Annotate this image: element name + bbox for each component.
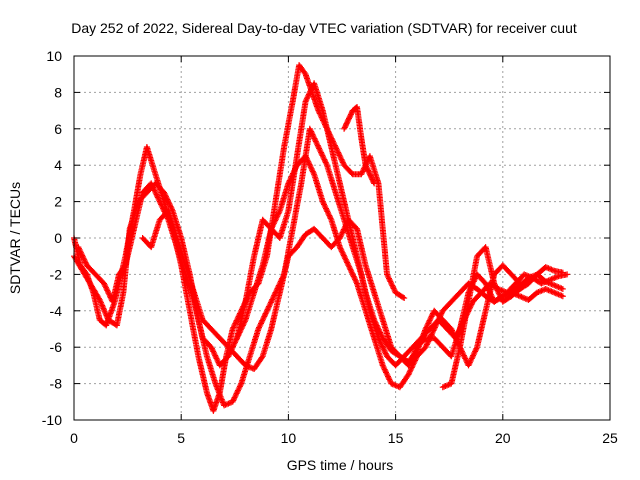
- chart-title: Day 252 of 2022, Sidereal Day-to-day VTE…: [71, 20, 577, 36]
- y-tick-label: -8: [50, 376, 63, 392]
- grid-layer: [74, 56, 610, 420]
- data-point: [564, 271, 571, 278]
- y-tick-label: 10: [46, 48, 62, 64]
- series-track-6: [439, 244, 566, 391]
- x-tick-label: 25: [602, 430, 618, 446]
- data-point: [559, 293, 566, 300]
- x-axis-label: GPS time / hours: [287, 457, 394, 473]
- y-tick-label: -6: [50, 339, 63, 355]
- data-point: [518, 293, 525, 300]
- y-tick-label: 2: [54, 194, 62, 210]
- data-point: [516, 280, 523, 287]
- series-track-7: [341, 104, 378, 187]
- data-point: [559, 269, 566, 276]
- y-axis-label: SDTVAR / TECUs: [7, 182, 23, 294]
- data-point: [515, 279, 522, 286]
- data-point: [121, 263, 128, 270]
- data-point: [548, 266, 555, 273]
- data-point: [401, 295, 408, 302]
- x-tick-label: 15: [388, 430, 404, 446]
- y-tick-label: -10: [42, 412, 62, 428]
- y-tick-label: -4: [50, 303, 63, 319]
- x-tick-label: 0: [70, 430, 78, 446]
- y-tick-label: 0: [54, 230, 62, 246]
- x-tick-label: 5: [177, 430, 185, 446]
- x-tick-label: 20: [495, 430, 511, 446]
- data-point: [258, 354, 265, 361]
- data-point: [371, 180, 378, 187]
- y-tick-label: 4: [54, 157, 62, 173]
- series-track-5: [233, 80, 523, 369]
- data-point: [370, 179, 377, 186]
- series-layer: [71, 62, 571, 414]
- data-point: [341, 125, 348, 132]
- y-tick-label: 6: [54, 121, 62, 137]
- data-point: [559, 285, 566, 292]
- series-track-2: [71, 125, 571, 409]
- data-point: [400, 294, 406, 301]
- y-tick-label: 8: [54, 84, 62, 100]
- x-tick-label: 10: [281, 430, 297, 446]
- y-tick-label: -2: [50, 266, 63, 282]
